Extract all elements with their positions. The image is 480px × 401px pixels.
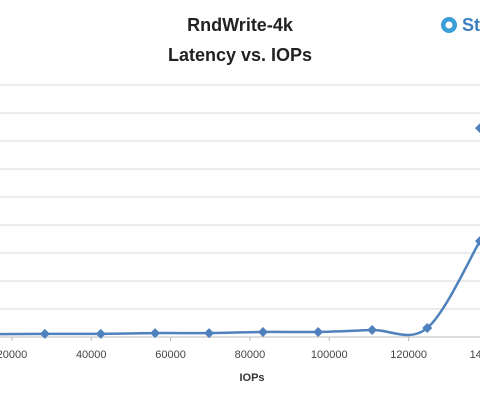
x-tick-label: 120000 (390, 349, 427, 361)
chart-title: RndWrite-4k (187, 15, 294, 35)
marker (39, 328, 50, 339)
marker (367, 325, 378, 335)
x-tick-label: 100000 (311, 349, 348, 361)
x-tick-label: 40000 (76, 349, 107, 361)
chart-subtitle: Latency vs. IOPs (168, 45, 312, 65)
marker (475, 123, 480, 134)
marker (475, 235, 480, 246)
x-tick-label: 60000 (155, 349, 186, 361)
logo-icon-center (445, 21, 453, 29)
x-tick-label: 80000 (235, 349, 266, 361)
marker (313, 326, 324, 337)
marker (204, 328, 215, 339)
series-line (0, 240, 480, 337)
marker (258, 326, 269, 337)
marker (422, 323, 433, 334)
marker (150, 328, 161, 339)
marker (95, 328, 106, 339)
x-tick-label: 20000 (0, 349, 27, 361)
x-axis-label: IOPs (239, 372, 264, 384)
logo-text: St (462, 15, 480, 35)
x-tick-label: 140000 (470, 349, 480, 361)
